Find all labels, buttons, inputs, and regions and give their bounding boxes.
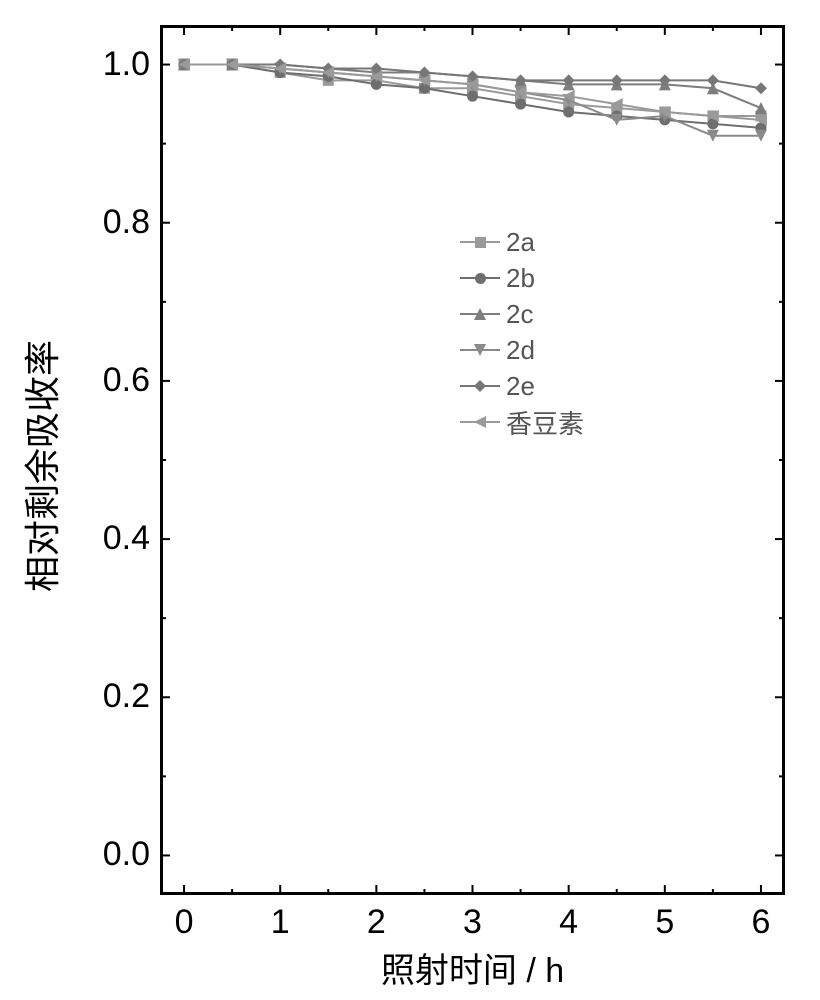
series-marker-2b bbox=[467, 91, 478, 102]
y-axis-label: 相对剩余吸收率 bbox=[14, 326, 66, 606]
legend: 2a 2b 2c 2d 2e香豆素 bbox=[460, 225, 584, 441]
y-tick-label: 0.6 bbox=[85, 361, 150, 400]
series-marker-2e bbox=[755, 82, 767, 94]
y-tick-label: 0.2 bbox=[85, 677, 150, 716]
series-marker-2c bbox=[755, 102, 767, 114]
x-tick-label: 1 bbox=[260, 903, 300, 942]
y-tick-label: 0.8 bbox=[85, 203, 150, 242]
y-tick-label: 0.0 bbox=[85, 835, 150, 874]
legend-item-2c: 2c bbox=[460, 297, 584, 331]
legend-label: 2c bbox=[506, 299, 533, 330]
x-tick-label: 0 bbox=[164, 903, 204, 942]
legend-item-2a: 2a bbox=[460, 225, 584, 259]
legend-item-coumarin: 香豆素 bbox=[460, 405, 584, 439]
legend-label: 香豆素 bbox=[506, 404, 584, 441]
x-tick-label: 2 bbox=[356, 903, 396, 942]
legend-label: 2e bbox=[506, 371, 535, 402]
legend-marker-icon bbox=[472, 342, 488, 358]
y-tick-label: 1.0 bbox=[85, 45, 150, 84]
x-axis-label: 照射时间 / h bbox=[160, 943, 785, 992]
x-tick-label: 3 bbox=[453, 903, 493, 942]
legend-marker-icon bbox=[472, 378, 488, 394]
series-marker-2b bbox=[563, 107, 574, 118]
legend-marker-icon bbox=[473, 235, 488, 250]
x-tick-label: 6 bbox=[741, 903, 781, 942]
series-marker-2b bbox=[515, 99, 526, 110]
series-marker-2e bbox=[707, 74, 719, 86]
legend-item-2b: 2b bbox=[460, 261, 584, 295]
legend-line-icon bbox=[460, 241, 500, 243]
legend-item-2e: 2e bbox=[460, 369, 584, 403]
legend-label: 2d bbox=[506, 335, 535, 366]
y-tick-label: 0.4 bbox=[85, 519, 150, 558]
legend-line-icon bbox=[460, 385, 500, 387]
x-tick-label: 4 bbox=[549, 903, 589, 942]
legend-marker-icon bbox=[473, 271, 488, 286]
figure-container: 相对剩余吸收率 照射时间 / h 2a 2b 2c 2d 2e香豆素 0 1 2 3 4 5 6 0.… bbox=[0, 0, 820, 1000]
x-tick-label: 5 bbox=[645, 903, 685, 942]
legend-line-icon bbox=[460, 277, 500, 279]
legend-marker-icon bbox=[472, 414, 488, 430]
legend-line-icon bbox=[460, 349, 500, 351]
legend-line-icon bbox=[460, 313, 500, 315]
legend-line-icon bbox=[460, 421, 500, 423]
legend-item-2d: 2d bbox=[460, 333, 584, 367]
legend-label: 2a bbox=[506, 227, 535, 258]
legend-marker-icon bbox=[472, 306, 488, 322]
legend-label: 2b bbox=[506, 263, 535, 294]
